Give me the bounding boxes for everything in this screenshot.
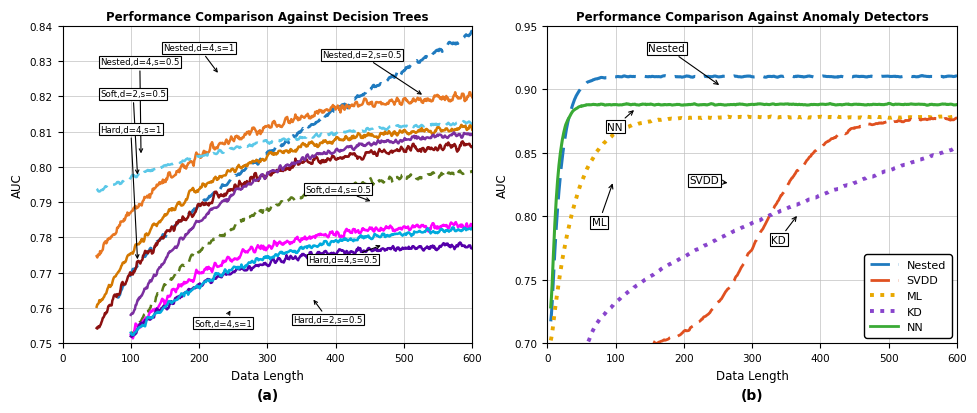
Text: Hard,d=2,s=0.5: Hard,d=2,s=0.5 [293, 301, 362, 324]
Text: Nested: Nested [648, 44, 717, 85]
Text: Soft,d=4,s=1: Soft,d=4,s=1 [194, 312, 252, 328]
Text: ML: ML [591, 185, 613, 228]
Text: Nested,d=4,s=1: Nested,d=4,s=1 [163, 44, 234, 73]
Legend: Nested, SVDD, ML, KD, NN: Nested, SVDD, ML, KD, NN [864, 255, 951, 338]
Text: Soft,d=4,s=0.5: Soft,d=4,s=0.5 [305, 185, 370, 202]
Text: (a): (a) [256, 388, 278, 402]
Text: Hard,d=4,s=0.5: Hard,d=4,s=0.5 [308, 246, 379, 264]
Title: Performance Comparison Against Decision Trees: Performance Comparison Against Decision … [106, 11, 428, 24]
Text: KD: KD [771, 217, 795, 245]
Text: NN: NN [607, 112, 632, 133]
X-axis label: Data Length: Data Length [231, 369, 304, 382]
Title: Performance Comparison Against Anomaly Detectors: Performance Comparison Against Anomaly D… [575, 11, 927, 24]
Text: Nested,d=2,s=0.5: Nested,d=2,s=0.5 [321, 51, 421, 95]
Y-axis label: AUC: AUC [11, 173, 24, 197]
Text: SVDD: SVDD [689, 176, 726, 186]
Text: (b): (b) [741, 388, 763, 402]
Text: Soft,d=2,s=0.5: Soft,d=2,s=0.5 [100, 90, 166, 174]
Text: Nested,d=4,s=0.5: Nested,d=4,s=0.5 [100, 58, 180, 153]
X-axis label: Data Length: Data Length [715, 369, 787, 382]
Text: Hard,d=4,s=1: Hard,d=4,s=1 [100, 125, 161, 259]
Y-axis label: AUC: AUC [495, 173, 508, 197]
